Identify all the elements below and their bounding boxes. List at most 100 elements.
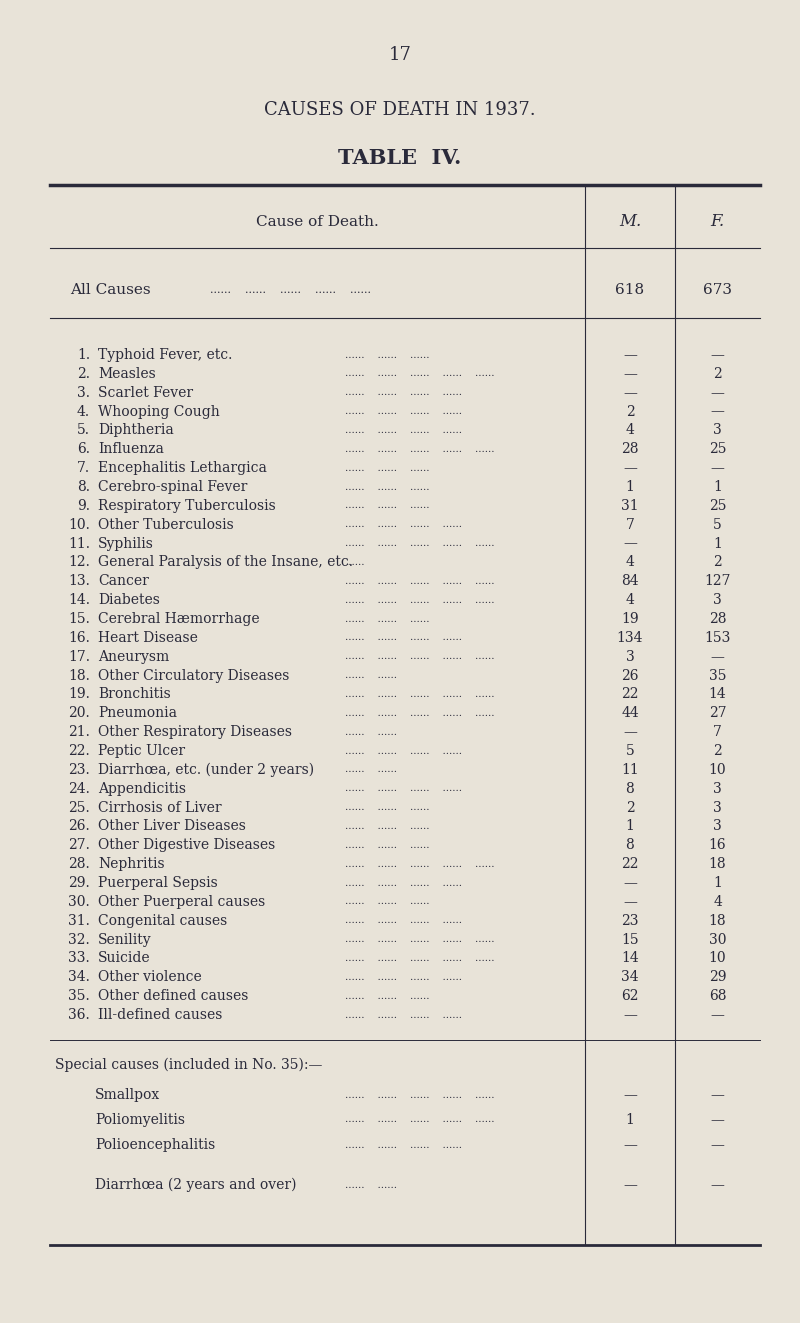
Text: 1: 1 [626, 480, 634, 493]
Text: —: — [710, 1138, 725, 1152]
Text: —: — [623, 894, 637, 909]
Text: ......    ......: ...... ...... [345, 766, 397, 774]
Text: —: — [710, 1088, 725, 1102]
Text: ......    ......    ......    ......    ......: ...... ...... ...... ...... ...... [345, 652, 494, 662]
Text: 2.: 2. [77, 366, 90, 381]
Text: Influenza: Influenza [98, 442, 164, 456]
Text: 15: 15 [621, 933, 639, 946]
Text: Syphilis: Syphilis [98, 537, 154, 550]
Text: Poliomyelitis: Poliomyelitis [95, 1113, 185, 1127]
Text: ......    ......    ......: ...... ...... ...... [345, 897, 430, 906]
Text: 7.: 7. [77, 462, 90, 475]
Text: Measles: Measles [98, 366, 156, 381]
Text: 1: 1 [626, 819, 634, 833]
Text: 62: 62 [622, 990, 638, 1003]
Text: 34: 34 [621, 970, 639, 984]
Text: —: — [710, 650, 725, 664]
Text: ......    ......    ......    ......: ...... ...... ...... ...... [345, 878, 462, 888]
Text: Cirrhosis of Liver: Cirrhosis of Liver [98, 800, 222, 815]
Text: ......    ......    ......    ......: ...... ...... ...... ...... [345, 407, 462, 415]
Text: 134: 134 [617, 631, 643, 644]
Text: ......    ......    ......    ......    ......: ...... ...... ...... ...... ...... [345, 538, 494, 548]
Text: 25.: 25. [68, 800, 90, 815]
Text: —: — [623, 876, 637, 890]
Text: ......    ......    ......    ......    ......: ...... ...... ...... ...... ...... [345, 860, 494, 869]
Text: ......    ......    ......: ...... ...... ...... [345, 351, 430, 360]
Text: ......    ......: ...... ...... [345, 1180, 397, 1189]
Text: 28: 28 [622, 442, 638, 456]
Text: ......    ......    ......    ......: ...... ...... ...... ...... [345, 972, 462, 982]
Text: CAUSES OF DEATH IN 1937.: CAUSES OF DEATH IN 1937. [264, 101, 536, 119]
Text: General Paralysis of the Insane, etc.: General Paralysis of the Insane, etc. [98, 556, 353, 569]
Text: 7: 7 [626, 517, 634, 532]
Text: 30: 30 [709, 933, 726, 946]
Text: 25: 25 [709, 442, 726, 456]
Text: 3: 3 [626, 650, 634, 664]
Text: Bronchitis: Bronchitis [98, 688, 170, 701]
Text: 25: 25 [709, 499, 726, 513]
Text: Cause of Death.: Cause of Death. [256, 216, 379, 229]
Text: 23.: 23. [68, 763, 90, 777]
Text: Encephalitis Lethargica: Encephalitis Lethargica [98, 462, 267, 475]
Text: Senility: Senility [98, 933, 152, 946]
Text: 24.: 24. [68, 782, 90, 795]
Text: 16.: 16. [68, 631, 90, 644]
Text: 18: 18 [709, 914, 726, 927]
Text: Other violence: Other violence [98, 970, 202, 984]
Text: —: — [623, 1138, 637, 1152]
Text: 4: 4 [626, 423, 634, 438]
Text: ......    ......    ......    ......: ...... ...... ...... ...... [345, 1011, 462, 1020]
Text: ......    ......    ......    ......    ......: ...... ...... ...... ...... ...... [345, 577, 494, 586]
Text: 1.: 1. [77, 348, 90, 363]
Text: ......    ......    ......: ...... ...... ...... [345, 992, 430, 1000]
Text: Cerebral Hæmorrhage: Cerebral Hæmorrhage [98, 613, 260, 626]
Text: 5: 5 [713, 517, 722, 532]
Text: Other Liver Diseases: Other Liver Diseases [98, 819, 246, 833]
Text: 2: 2 [713, 366, 722, 381]
Text: 14.: 14. [68, 593, 90, 607]
Text: ......    ......    ......    ......    ......: ...... ...... ...... ...... ...... [345, 1090, 494, 1099]
Text: 35.: 35. [68, 990, 90, 1003]
Text: 6.: 6. [77, 442, 90, 456]
Text: 18.: 18. [68, 668, 90, 683]
Text: 14: 14 [621, 951, 639, 966]
Text: 1: 1 [626, 1113, 634, 1127]
Text: —: — [710, 1113, 725, 1127]
Text: Aneurysm: Aneurysm [98, 650, 170, 664]
Text: —: — [623, 1088, 637, 1102]
Text: 673: 673 [703, 283, 732, 296]
Text: 1: 1 [713, 876, 722, 890]
Text: ......    ......    ......    ......    ......: ...... ...... ...... ...... ...... [345, 935, 494, 945]
Text: ......    ......    ......: ...... ...... ...... [345, 822, 430, 831]
Text: ......    ......    ......: ...... ...... ...... [345, 483, 430, 492]
Text: 2: 2 [713, 556, 722, 569]
Text: Other Tuberculosis: Other Tuberculosis [98, 517, 234, 532]
Text: 3: 3 [713, 423, 722, 438]
Text: 11.: 11. [68, 537, 90, 550]
Text: All Causes: All Causes [70, 283, 150, 296]
Text: Polioencephalitis: Polioencephalitis [95, 1138, 215, 1152]
Text: ......    ......    ......    ......: ...... ...... ...... ...... [345, 785, 462, 794]
Text: Congenital causes: Congenital causes [98, 914, 227, 927]
Text: Other defined causes: Other defined causes [98, 990, 248, 1003]
Text: ......: ...... [345, 558, 365, 568]
Text: 28.: 28. [68, 857, 90, 871]
Text: 4.: 4. [77, 405, 90, 418]
Text: F.: F. [710, 213, 725, 230]
Text: 8.: 8. [77, 480, 90, 493]
Text: 1: 1 [713, 480, 722, 493]
Text: Other Respiratory Diseases: Other Respiratory Diseases [98, 725, 292, 740]
Text: ......    ......    ......    ......: ...... ...... ...... ...... [345, 426, 462, 435]
Text: ......    ......    ......: ...... ...... ...... [345, 614, 430, 623]
Text: —: — [623, 1008, 637, 1021]
Text: 3: 3 [713, 800, 722, 815]
Text: 18: 18 [709, 857, 726, 871]
Text: 44: 44 [621, 706, 639, 720]
Text: 35: 35 [709, 668, 726, 683]
Text: 16: 16 [709, 839, 726, 852]
Text: 30.: 30. [68, 894, 90, 909]
Text: Other Digestive Diseases: Other Digestive Diseases [98, 839, 275, 852]
Text: Appendicitis: Appendicitis [98, 782, 186, 795]
Text: 27.: 27. [68, 839, 90, 852]
Text: Cancer: Cancer [98, 574, 149, 589]
